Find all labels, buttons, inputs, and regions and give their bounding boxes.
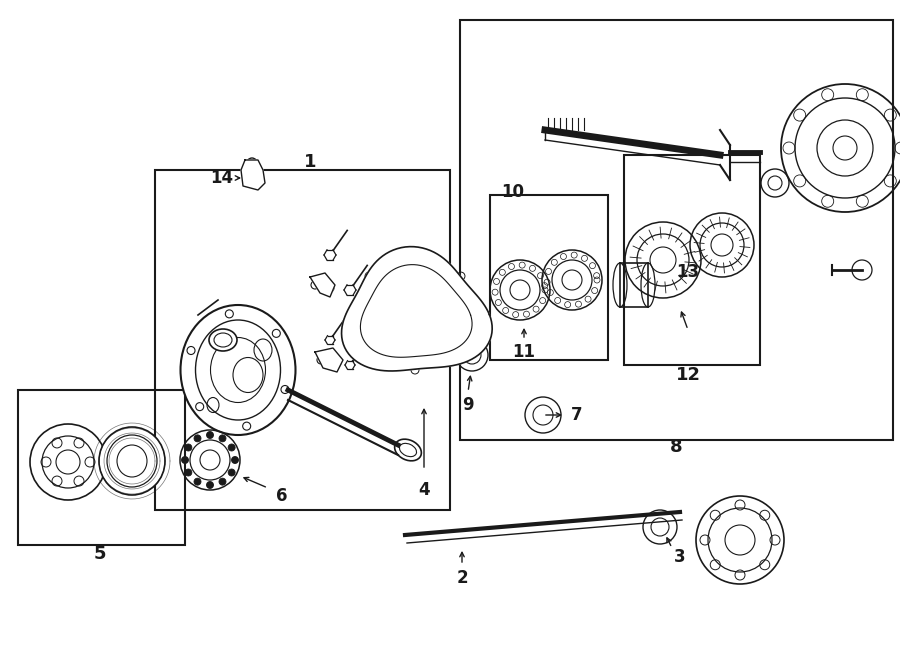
- Text: 12: 12: [676, 366, 700, 384]
- Polygon shape: [241, 160, 265, 190]
- Circle shape: [184, 444, 192, 451]
- Ellipse shape: [99, 427, 165, 495]
- Text: 14: 14: [211, 169, 234, 187]
- Text: 11: 11: [512, 343, 535, 361]
- Text: 2: 2: [456, 569, 468, 587]
- Bar: [18, 390, 185, 545]
- Text: 3: 3: [674, 548, 686, 566]
- Bar: [460, 20, 893, 440]
- Ellipse shape: [181, 305, 295, 435]
- Text: 6: 6: [276, 487, 288, 505]
- Circle shape: [229, 444, 235, 451]
- Text: 13: 13: [677, 263, 699, 281]
- Polygon shape: [315, 348, 343, 372]
- Text: 9: 9: [463, 396, 473, 414]
- Text: 7: 7: [572, 406, 583, 424]
- Ellipse shape: [394, 439, 421, 461]
- Bar: [624, 155, 760, 365]
- Circle shape: [206, 432, 213, 438]
- Text: 4: 4: [418, 481, 430, 499]
- Bar: [155, 170, 450, 510]
- Circle shape: [219, 435, 226, 442]
- Bar: [490, 195, 608, 360]
- Circle shape: [229, 469, 235, 476]
- Circle shape: [182, 457, 188, 463]
- Circle shape: [219, 478, 226, 485]
- Ellipse shape: [209, 329, 237, 351]
- Circle shape: [231, 457, 239, 463]
- Text: 8: 8: [670, 438, 682, 456]
- Circle shape: [194, 435, 201, 442]
- Text: 1: 1: [304, 153, 316, 171]
- Polygon shape: [341, 247, 492, 371]
- Polygon shape: [310, 273, 335, 297]
- Circle shape: [184, 469, 192, 476]
- Text: 10: 10: [501, 183, 525, 201]
- Text: 5: 5: [94, 545, 106, 563]
- Circle shape: [206, 481, 213, 488]
- Circle shape: [194, 478, 201, 485]
